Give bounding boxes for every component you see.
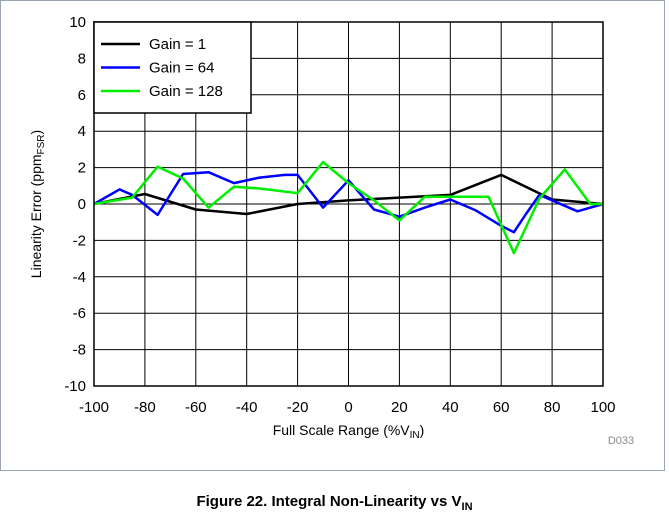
chart-frame: -100 -80 -60 -40 -20 0 20 40 60 80 100 -10 -8 -6 -4 -2 0… bbox=[0, 0, 665, 471]
figure-caption: Figure 22. Integral Non-Linearity vs VIN bbox=[0, 493, 669, 513]
y-tick-label: 0 bbox=[78, 196, 86, 213]
series-line-1 bbox=[93, 173, 604, 216]
label-main: Full Scale Range (%V bbox=[273, 422, 411, 438]
x-tick-label: 20 bbox=[391, 399, 408, 416]
y-tick-label: 4 bbox=[78, 123, 86, 140]
x-tick-label: 80 bbox=[544, 399, 561, 416]
series-layer bbox=[93, 160, 604, 255]
tick-labels: -100 -80 -60 -40 -20 0 20 40 60 80 100-10-8-6-4-20… bbox=[64, 14, 615, 416]
y-tick-label: -4 bbox=[73, 269, 86, 286]
label-main: Linearity Error (ppm bbox=[28, 154, 44, 278]
ilnl-chart: -100 -80 -60 -40 -20 0 20 40 60 80 100-10-8-6-4-20… bbox=[28, 14, 634, 447]
plot-border bbox=[93, 21, 604, 387]
legend: Gain = 1 Gain = 64 Gain = 128 bbox=[93, 21, 252, 114]
series-line-2 bbox=[93, 170, 604, 234]
y-tick-label: 6 bbox=[78, 87, 86, 104]
y-tick-label: 8 bbox=[78, 50, 86, 67]
x-tick-label: 40 bbox=[442, 399, 459, 416]
label-subscript: IN bbox=[410, 430, 420, 441]
label-close: ) bbox=[420, 422, 425, 438]
x-tick-label: -20 bbox=[287, 399, 309, 416]
legend-label: Gain = 64 bbox=[149, 60, 214, 77]
y-tick-label: -8 bbox=[73, 342, 86, 359]
x-tick-label: -40 bbox=[236, 399, 258, 416]
y-tick-label: 2 bbox=[78, 160, 86, 177]
series-line-3 bbox=[93, 160, 603, 255]
x-tick-label: -100 bbox=[79, 399, 109, 416]
y-axis-label: Linearity Error (ppmFSR) bbox=[28, 130, 47, 278]
y-tick-label: -2 bbox=[73, 232, 86, 249]
label-subscript: FSR bbox=[36, 134, 47, 154]
figure-id-label: D033 bbox=[608, 435, 634, 447]
caption-text: Figure 22. Integral Non-Linearity vs V bbox=[196, 493, 462, 510]
y-tick-label: -10 bbox=[64, 378, 86, 395]
label-close: ) bbox=[28, 130, 44, 135]
caption-subscript: IN bbox=[461, 501, 473, 513]
x-tick-label: 100 bbox=[590, 399, 615, 416]
y-tick-label: 10 bbox=[69, 14, 86, 31]
x-tick-label: -60 bbox=[185, 399, 207, 416]
legend-label: Gain = 128 bbox=[149, 83, 223, 100]
x-axis-label: Full Scale Range (%VIN) bbox=[273, 422, 425, 441]
y-tick-label: -6 bbox=[73, 305, 86, 322]
legend-label: Gain = 1 bbox=[149, 36, 206, 53]
x-tick-label: 0 bbox=[344, 399, 352, 416]
x-tick-label: -80 bbox=[134, 399, 156, 416]
x-tick-label: 60 bbox=[493, 399, 510, 416]
